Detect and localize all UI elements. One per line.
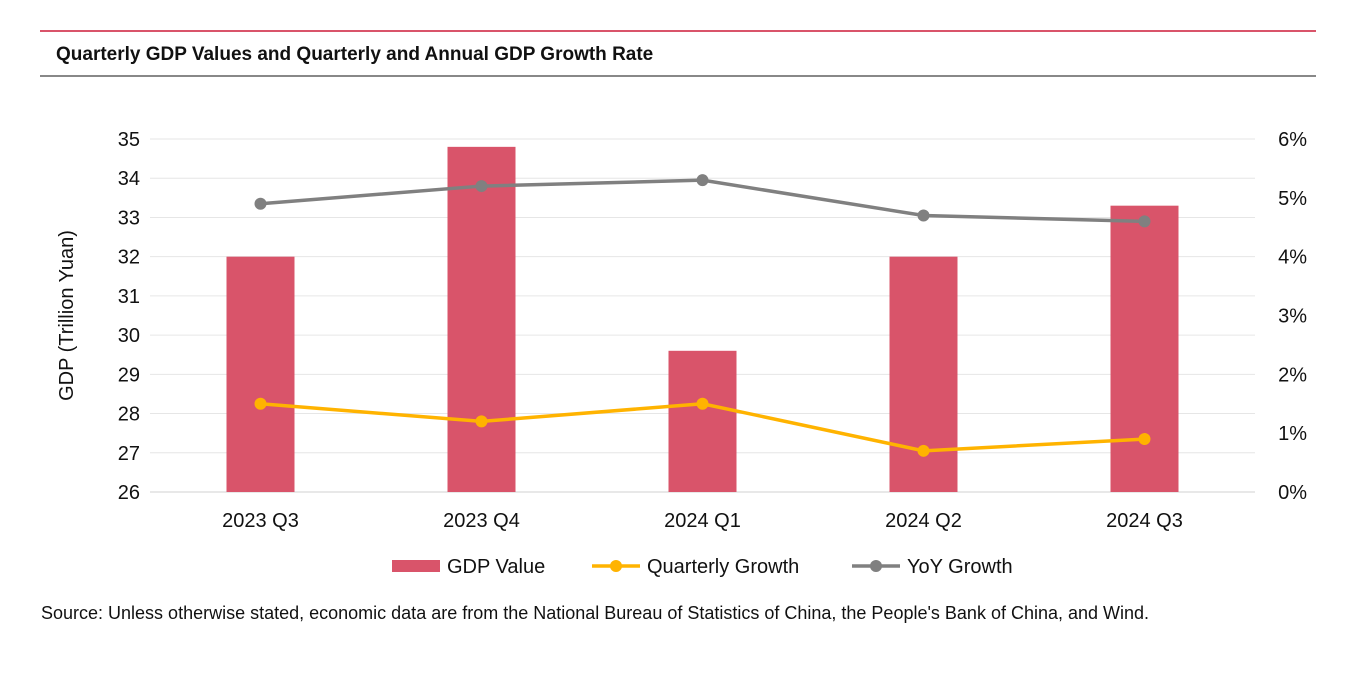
- legend-swatch-marker: [870, 560, 882, 572]
- y2-tick-label: 3%: [1278, 306, 1307, 328]
- x-tick-label: 2023 Q3: [222, 510, 299, 532]
- y-tick-label: 31: [118, 286, 140, 308]
- y-tick-label: 32: [118, 247, 140, 269]
- x-tick-label: 2023 Q4: [443, 510, 520, 532]
- point-yoy-growth: [475, 180, 488, 193]
- legend-label: YoY Growth: [907, 556, 1013, 578]
- point-quarterly-growth: [475, 415, 488, 428]
- point-yoy-growth: [696, 174, 709, 187]
- title-divider: [40, 75, 1316, 77]
- y-tick-label: 34: [118, 168, 140, 190]
- point-yoy-growth: [254, 197, 267, 210]
- bar-gdp-value: [447, 146, 516, 492]
- y-tick-label: 35: [118, 129, 140, 151]
- y-tick-label: 33: [118, 207, 140, 229]
- y2-tick-label: 5%: [1278, 188, 1307, 210]
- line-yoy-growth: [260, 178, 1145, 224]
- point-quarterly-growth: [696, 397, 709, 410]
- point-yoy-growth: [1138, 215, 1151, 228]
- y2-tick-label: 2%: [1278, 364, 1307, 386]
- y2-tick-label: 1%: [1278, 423, 1307, 445]
- chart-title: Quarterly GDP Values and Quarterly and A…: [56, 44, 654, 65]
- y-axis-label: GDP (Trillion Yuan): [56, 230, 78, 401]
- point-yoy-growth: [917, 209, 930, 222]
- y-tick-label: 26: [118, 482, 140, 504]
- y-tick-label: 28: [118, 404, 140, 426]
- bar-gdp-value: [226, 256, 295, 492]
- bar-gdp-value: [668, 350, 737, 492]
- legend-label: Quarterly Growth: [647, 556, 799, 578]
- point-quarterly-growth: [917, 444, 930, 457]
- x-tick-label: 2024 Q1: [664, 510, 741, 532]
- y-tick-label: 29: [118, 364, 140, 386]
- bar-gdp-value: [1110, 205, 1179, 492]
- y2-tick-label: 0%: [1278, 482, 1307, 504]
- x-tick-label: 2024 Q2: [885, 510, 962, 532]
- top-divider: [40, 30, 1316, 32]
- point-quarterly-growth: [254, 397, 267, 410]
- legend-swatch-marker: [610, 560, 622, 572]
- legend-label: GDP Value: [447, 556, 545, 578]
- source-note: Source: Unless otherwise stated, economi…: [41, 603, 1150, 623]
- y2-tick-label: 4%: [1278, 247, 1307, 269]
- chart: 26 27 28 29 30 31 32 33 34 35 0% 1% 2% 3% 4% 5% 6% GDP (T…: [56, 129, 1307, 578]
- x-tick-label: 2024 Q3: [1106, 510, 1183, 532]
- y2-tick-label: 6%: [1278, 129, 1307, 151]
- point-quarterly-growth: [1138, 433, 1151, 446]
- y-tick-label: 30: [118, 325, 140, 347]
- legend-swatch-gdp-value: [392, 560, 440, 572]
- y-tick-label: 27: [118, 443, 140, 465]
